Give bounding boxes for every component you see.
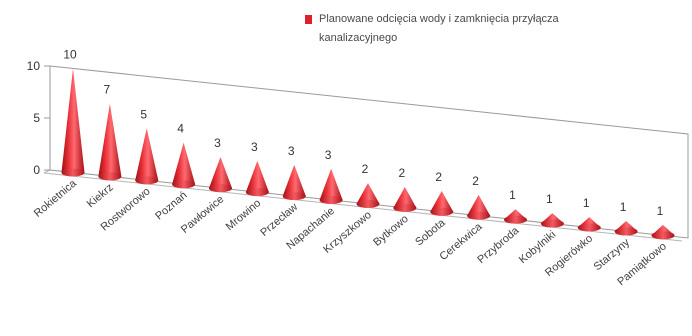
cone-base-3 — [172, 180, 196, 189]
plot-area-border — [49, 65, 689, 239]
cone-base-2 — [135, 176, 159, 185]
cone-base-0 — [61, 168, 85, 177]
cone-base-12 — [504, 215, 527, 224]
category-label-15: Starzyny — [592, 236, 633, 273]
data-label-1: 7 — [104, 83, 111, 97]
cone-7 — [319, 168, 343, 204]
data-label-12: 1 — [509, 188, 516, 202]
cone-4 — [209, 156, 232, 193]
category-label-1: Kiekrz — [85, 181, 116, 210]
category-label-6: Przecław — [258, 201, 300, 239]
legend-label: Planowane odcięcia wody i zamknięcia prz… — [319, 13, 559, 44]
cone-base-14 — [577, 223, 601, 232]
cone-base-8 — [356, 199, 380, 208]
category-label-0: Rokietnica — [32, 177, 80, 220]
data-label-3: 4 — [177, 122, 184, 136]
data-label-8: 2 — [362, 162, 369, 176]
cone-base-11 — [467, 211, 491, 220]
cone-base-6 — [282, 192, 306, 201]
data-label-10: 2 — [435, 170, 442, 184]
y-tick-label: 5 — [33, 111, 40, 125]
data-label-4: 3 — [214, 136, 221, 150]
cone-5 — [245, 160, 269, 197]
data-label-2: 5 — [140, 107, 147, 121]
cone-2 — [135, 128, 159, 185]
cone-base-1 — [98, 172, 122, 181]
cone-base-9 — [393, 203, 417, 212]
data-label-16: 1 — [657, 204, 664, 218]
category-label-5: Mrowino — [224, 197, 264, 233]
data-label-13: 1 — [546, 192, 553, 206]
category-label-3: Poznań — [153, 189, 189, 222]
data-label-7: 3 — [325, 148, 332, 162]
cone-base-7 — [319, 195, 343, 204]
data-label-14: 1 — [583, 196, 590, 210]
data-label-15: 1 — [620, 200, 627, 214]
data-label-0: 10 — [63, 47, 77, 61]
cone-3 — [172, 142, 196, 189]
category-label-9: Bytkowo — [371, 213, 411, 249]
legend-swatch — [305, 15, 312, 24]
data-label-6: 3 — [288, 144, 295, 158]
cone-base-4 — [209, 184, 232, 193]
cone-base-10 — [430, 207, 454, 216]
data-label-11: 2 — [472, 174, 479, 188]
cone-0 — [61, 68, 85, 177]
cones — [61, 68, 675, 240]
data-label-5: 3 — [251, 140, 258, 154]
y-tick-label: 0 — [33, 163, 40, 177]
y-tick-label: 10 — [27, 59, 41, 73]
category-label-10: Sobota — [413, 216, 448, 248]
data-labels: 10 7 5 4 3 3 3 3 2 2 2 2 1 1 1 1 1 — [63, 47, 663, 217]
cone-6 — [282, 164, 306, 201]
legend: Planowane odcięcia wody i zamknięcia prz… — [305, 10, 690, 50]
data-label-9: 2 — [399, 166, 406, 180]
category-label-13: Kobylniki — [517, 229, 558, 266]
cone-base-5 — [245, 188, 269, 197]
cone-1 — [98, 103, 122, 181]
cone-base-16 — [651, 231, 675, 240]
y-axis: 0 5 10 — [27, 59, 50, 177]
cone-base-13 — [540, 219, 564, 228]
cone-base-15 — [614, 227, 638, 236]
